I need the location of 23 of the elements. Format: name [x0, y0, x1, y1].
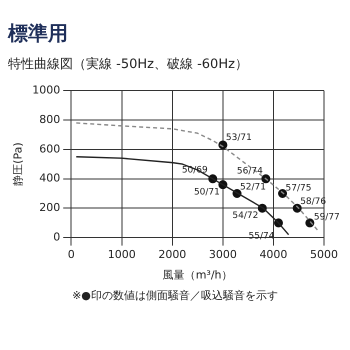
x-tick-label: 0 — [68, 248, 75, 262]
x-tick-label: 5000 — [310, 248, 338, 262]
data-label: 54/72 — [232, 211, 258, 222]
x-tick-label: 3000 — [208, 248, 237, 262]
y-tick-label: 1000 — [32, 83, 60, 96]
x-tick-label: 4000 — [259, 248, 288, 262]
text: ※●印の数値は側面騒音／吸込騒音を示す — [71, 288, 279, 303]
data-label: 57/75 — [286, 183, 312, 194]
y-tick-label: 200 — [39, 201, 60, 214]
x-tick-label: 2000 — [158, 248, 186, 262]
chart-subtitle: 特性曲線図（実線 -50Hz、破線 -60Hz） — [8, 56, 249, 73]
y-tick-label: 800 — [39, 112, 60, 126]
x-tick-label: 1000 — [108, 248, 136, 262]
x-axis-title: 風量（m³/h） — [162, 268, 233, 282]
y-axis-title: 静圧(Pa) — [11, 142, 24, 186]
y-tick-label: 400 — [39, 172, 60, 185]
y-tick-label: 600 — [39, 142, 60, 156]
data-label: 56/74 — [236, 166, 264, 177]
chart-title: 標準用 — [8, 20, 69, 47]
y-tick-label: 0 — [53, 230, 60, 244]
data-label: 52/71 — [240, 182, 266, 192]
data-label: 50/71 — [194, 188, 220, 198]
data-label: 53/71 — [226, 132, 252, 143]
